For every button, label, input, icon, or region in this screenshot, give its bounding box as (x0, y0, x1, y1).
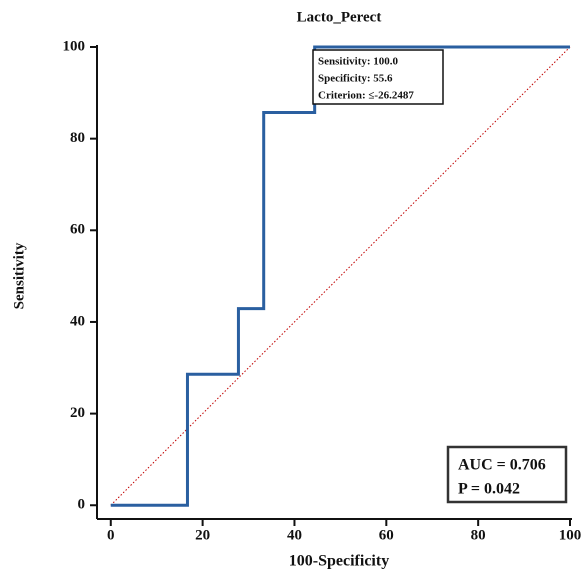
x-tick-label: 100 (559, 527, 581, 543)
auc-text: P = 0.042 (458, 481, 520, 498)
y-tick-label: 80 (70, 130, 85, 146)
y-tick-label: 60 (70, 222, 85, 238)
roc-curve (110, 45, 570, 507)
criterion-text: Sensitivity: 100.0 (318, 56, 399, 68)
x-tick-label: 20 (195, 527, 210, 543)
reference-line (110, 46, 571, 506)
criterion-box (312, 49, 444, 105)
x-axis-label: 100-Specificity (289, 553, 389, 570)
x-tick-label: 80 (471, 527, 486, 543)
criterion-text: Criterion: ≤-26.2487 (318, 90, 414, 102)
x-tick-label: 0 (107, 527, 115, 543)
chart-title: Lacto_Perect (297, 9, 382, 25)
auc-box (446, 445, 568, 504)
y-tick-label: 100 (63, 38, 86, 54)
auc-text: AUC = 0.706 (458, 457, 546, 474)
x-tick-label: 40 (287, 527, 302, 543)
criterion-text: Specificity: 55.6 (318, 73, 393, 85)
y-axis-label: Sensitivity (11, 242, 27, 309)
y-tick-label: 0 (78, 497, 86, 513)
y-tick-label: 20 (70, 405, 85, 421)
y-tick-label: 40 (70, 313, 85, 329)
x-tick-label: 60 (379, 527, 394, 543)
